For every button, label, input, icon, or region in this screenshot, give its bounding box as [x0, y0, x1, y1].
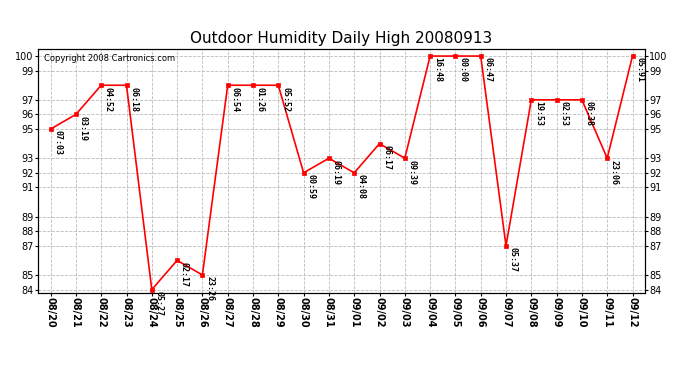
Text: 01:26: 01:26 — [256, 87, 265, 112]
Text: 06:18: 06:18 — [129, 87, 138, 112]
Text: 03:19: 03:19 — [79, 116, 88, 141]
Text: 09:39: 09:39 — [408, 160, 417, 184]
Text: 04:08: 04:08 — [357, 174, 366, 199]
Text: 06:54: 06:54 — [230, 87, 239, 112]
Text: Copyright 2008 Cartronics.com: Copyright 2008 Cartronics.com — [44, 54, 175, 63]
Text: 06:17: 06:17 — [382, 145, 391, 170]
Text: 07:03: 07:03 — [53, 130, 62, 155]
Text: 05:52: 05:52 — [281, 87, 290, 112]
Text: 00:00: 00:00 — [458, 57, 467, 82]
Text: 02:53: 02:53 — [560, 101, 569, 126]
Text: 05:91: 05:91 — [635, 57, 644, 82]
Text: 05:37: 05:37 — [509, 247, 518, 272]
Text: 04:52: 04:52 — [104, 87, 113, 112]
Text: 06:38: 06:38 — [584, 101, 593, 126]
Text: 19:53: 19:53 — [534, 101, 543, 126]
Title: Outdoor Humidity Daily High 20080913: Outdoor Humidity Daily High 20080913 — [190, 31, 493, 46]
Text: 23:26: 23:26 — [205, 276, 214, 302]
Text: 16:48: 16:48 — [433, 57, 442, 82]
Text: 06:47: 06:47 — [484, 57, 493, 82]
Text: 00:59: 00:59 — [306, 174, 315, 199]
Text: 05:27: 05:27 — [155, 291, 164, 316]
Text: 06:19: 06:19 — [332, 160, 341, 184]
Text: 02:17: 02:17 — [180, 262, 189, 287]
Text: 23:06: 23:06 — [610, 160, 619, 184]
